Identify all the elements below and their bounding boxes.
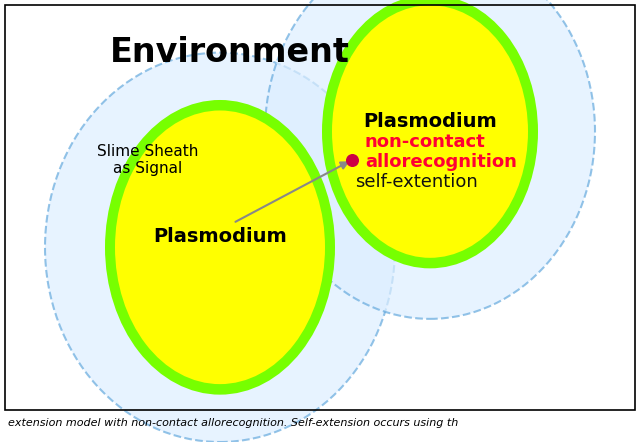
Ellipse shape [45, 53, 395, 442]
Text: extension model with non-contact allorecognition. Self-extension occurs using th: extension model with non-contact allorec… [8, 418, 458, 428]
Ellipse shape [332, 5, 528, 258]
Text: Plasmodium: Plasmodium [363, 111, 497, 130]
Text: allorecognition: allorecognition [365, 153, 517, 171]
Point [347, 156, 357, 164]
Ellipse shape [322, 0, 538, 268]
Text: self-extention: self-extention [355, 173, 477, 191]
Text: Slime Sheath
as Signal: Slime Sheath as Signal [97, 144, 198, 176]
Ellipse shape [265, 0, 595, 319]
Text: Environment: Environment [110, 36, 350, 69]
Text: Plasmodium: Plasmodium [153, 227, 287, 246]
Ellipse shape [105, 100, 335, 395]
Text: non-contact: non-contact [365, 133, 486, 151]
Ellipse shape [115, 110, 325, 384]
